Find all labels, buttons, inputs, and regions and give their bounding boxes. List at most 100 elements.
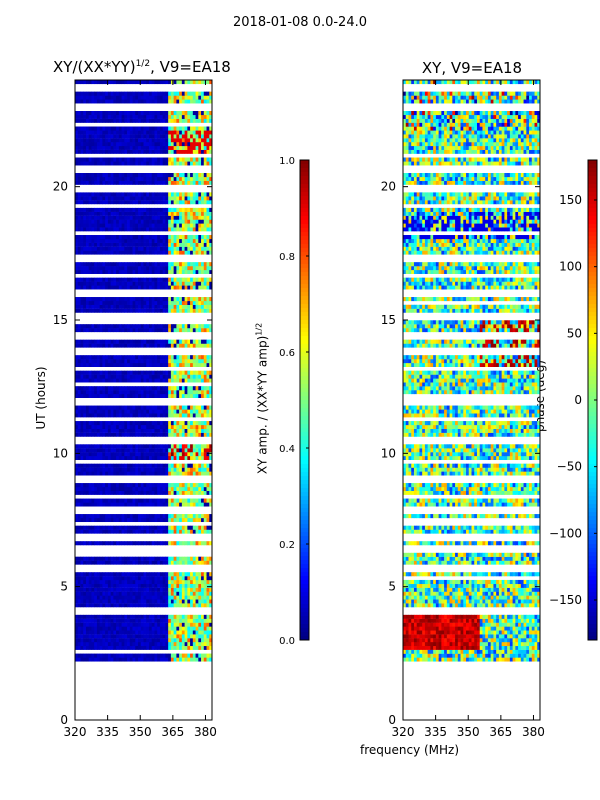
- heatmap-cell: [94, 583, 98, 588]
- heatmap-cell: [203, 463, 207, 468]
- heatmap-cell: [127, 498, 131, 503]
- heatmap-cell: [173, 653, 177, 658]
- heatmap-cell: [157, 432, 161, 437]
- heatmap-cell: [209, 235, 213, 240]
- heatmap-cell: [179, 359, 183, 364]
- heatmap-cell: [75, 114, 79, 119]
- heatmap-cell: [203, 638, 207, 643]
- heatmap-cell: [80, 560, 84, 565]
- heatmap-cell: [77, 455, 81, 461]
- heatmap-cell: [88, 95, 92, 100]
- heatmap-cell: [118, 529, 122, 534]
- heatmap-cell: [146, 490, 150, 495]
- heatmap-cell: [107, 614, 112, 619]
- heatmap-cell: [179, 603, 183, 608]
- heatmap-cell: [75, 657, 79, 662]
- heatmap-cell: [85, 297, 90, 302]
- heatmap-cell: [143, 653, 147, 658]
- heatmap-cell: [165, 514, 169, 519]
- heatmap-cell: [94, 556, 98, 561]
- heatmap-cell: [157, 413, 161, 418]
- heatmap-cell: [127, 262, 131, 267]
- heatmap-cell: [94, 657, 98, 662]
- heatmap-cell: [195, 339, 199, 344]
- heatmap-cell: [170, 630, 175, 635]
- heatmap-cell: [96, 467, 101, 472]
- heatmap-cell: [198, 455, 202, 461]
- heatmap-cell: [96, 138, 101, 143]
- heatmap-cell: [121, 622, 125, 627]
- heatmap-cell: [146, 622, 150, 627]
- heatmap-cell: [113, 502, 117, 507]
- heatmap-cell: [80, 281, 84, 286]
- heatmap-cell: [173, 262, 177, 267]
- heatmap-cell: [173, 583, 177, 588]
- heatmap-cell: [118, 227, 122, 232]
- heatmap-cell: [121, 486, 125, 492]
- heatmap-cell: [129, 514, 133, 519]
- heatmap-cell: [127, 281, 131, 286]
- heatmap-cell: [154, 355, 158, 360]
- heatmap-cell: [168, 595, 172, 600]
- heatmap-cell: [176, 285, 180, 290]
- heatmap-cell: [91, 579, 95, 585]
- heatmap-cell: [91, 583, 95, 588]
- heatmap-cell: [129, 161, 133, 166]
- heatmap-cell: [209, 630, 213, 635]
- heatmap-cell: [124, 196, 128, 201]
- heatmap-cell: [176, 211, 180, 216]
- heatmap-cell: [121, 370, 125, 375]
- heatmap-cell: [198, 483, 202, 488]
- heatmap-cell: [168, 572, 172, 577]
- heatmap-cell: [143, 486, 147, 492]
- heatmap-cell: [116, 324, 120, 329]
- heatmap-cell: [190, 603, 194, 608]
- heatmap-cell: [124, 514, 128, 519]
- heatmap-cell: [195, 556, 199, 561]
- heatmap-cell: [75, 196, 79, 201]
- heatmap-cell: [146, 114, 150, 119]
- heatmap-cell: [190, 556, 194, 561]
- heatmap-cell: [206, 142, 210, 147]
- heatmap-cell: [173, 626, 177, 631]
- heatmap-cell: [209, 467, 213, 472]
- heatmap-cell: [203, 300, 207, 305]
- heatmap-cell: [206, 297, 210, 302]
- heatmap-cell: [80, 374, 84, 379]
- heatmap-cell: [179, 262, 183, 267]
- heatmap-cell: [157, 304, 161, 309]
- heatmap-cell: [190, 560, 194, 565]
- heatmap-cell: [184, 409, 188, 414]
- heatmap-cell: [190, 300, 194, 305]
- heatmap-cell: [132, 502, 136, 507]
- heatmap-cell: [184, 483, 188, 488]
- heatmap-cell: [148, 517, 153, 523]
- heatmap-cell: [107, 308, 112, 313]
- heatmap-cell: [83, 374, 87, 379]
- heatmap-cell: [85, 653, 90, 658]
- heatmap-cell: [121, 413, 125, 418]
- heatmap-cell: [124, 227, 128, 232]
- heatmap-cell: [190, 525, 194, 530]
- heatmap-cell: [206, 134, 210, 139]
- heatmap-cell: [135, 362, 139, 367]
- heatmap-cell: [165, 250, 169, 255]
- heatmap-cell: [184, 118, 188, 123]
- heatmap-cell: [176, 297, 180, 302]
- heatmap-cell: [80, 432, 84, 437]
- heatmap-cell: [113, 448, 117, 453]
- heatmap-cell: [203, 653, 207, 658]
- heatmap-cell: [88, 448, 92, 453]
- heatmap-cell: [91, 413, 95, 418]
- heatmap-cell: [168, 95, 172, 100]
- heatmap-cell: [80, 498, 84, 503]
- heatmap-cell: [121, 498, 125, 503]
- heatmap-cell: [173, 421, 177, 426]
- heatmap-cell: [102, 638, 106, 643]
- heatmap-cell: [187, 560, 191, 565]
- heatmap-cell: [129, 498, 133, 503]
- heatmap-cell: [154, 238, 158, 243]
- heatmap-cell: [157, 630, 161, 635]
- heatmap-cell: [203, 215, 207, 220]
- heatmap-cell: [198, 246, 202, 251]
